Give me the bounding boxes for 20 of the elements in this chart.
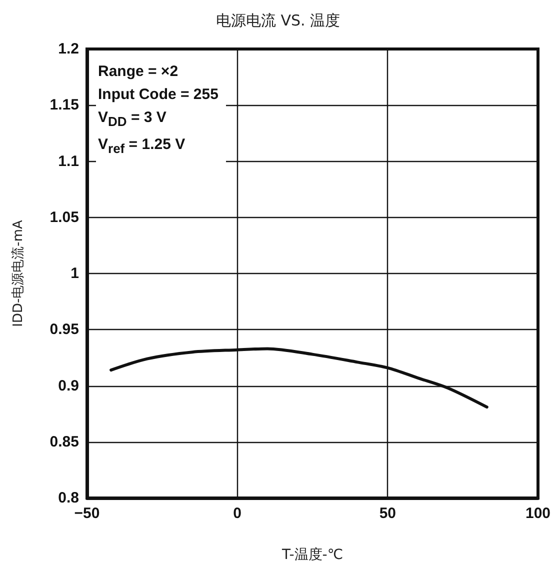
y-tick-label: 1.05 xyxy=(50,208,79,226)
x-tick-label: 0 xyxy=(233,505,242,522)
y-tick-label: 0.85 xyxy=(50,433,79,450)
y-axis-title: IDD-电源电流-mA xyxy=(10,220,26,327)
y-tick-label: 0.95 xyxy=(50,321,79,338)
annotation: V$_{ref}$ = 1.25 V xyxy=(98,135,186,158)
chart-title: 电源电流 VS. 温度 xyxy=(216,12,340,30)
y-tick-label: 0.9 xyxy=(58,377,79,394)
x-axis-title: T-温度-℃ xyxy=(280,547,344,563)
x-tick-label: 100 xyxy=(525,505,551,522)
y-tick-label: 1.2 xyxy=(58,40,79,58)
x-tick-label: −50 xyxy=(74,505,100,522)
annotation: Input Code = 255 xyxy=(98,85,218,105)
y-tick-label: 1.15 xyxy=(50,96,79,114)
annotation: Range = ×2 xyxy=(98,62,180,82)
y-tick-label: 0.8 xyxy=(58,490,79,506)
x-tick-label: 50 xyxy=(379,505,396,522)
annotation: V$_{DD}$ = 3 V xyxy=(98,108,168,131)
y-tick-label: 1.1 xyxy=(58,152,79,170)
y-tick-label: 1 xyxy=(70,265,79,282)
